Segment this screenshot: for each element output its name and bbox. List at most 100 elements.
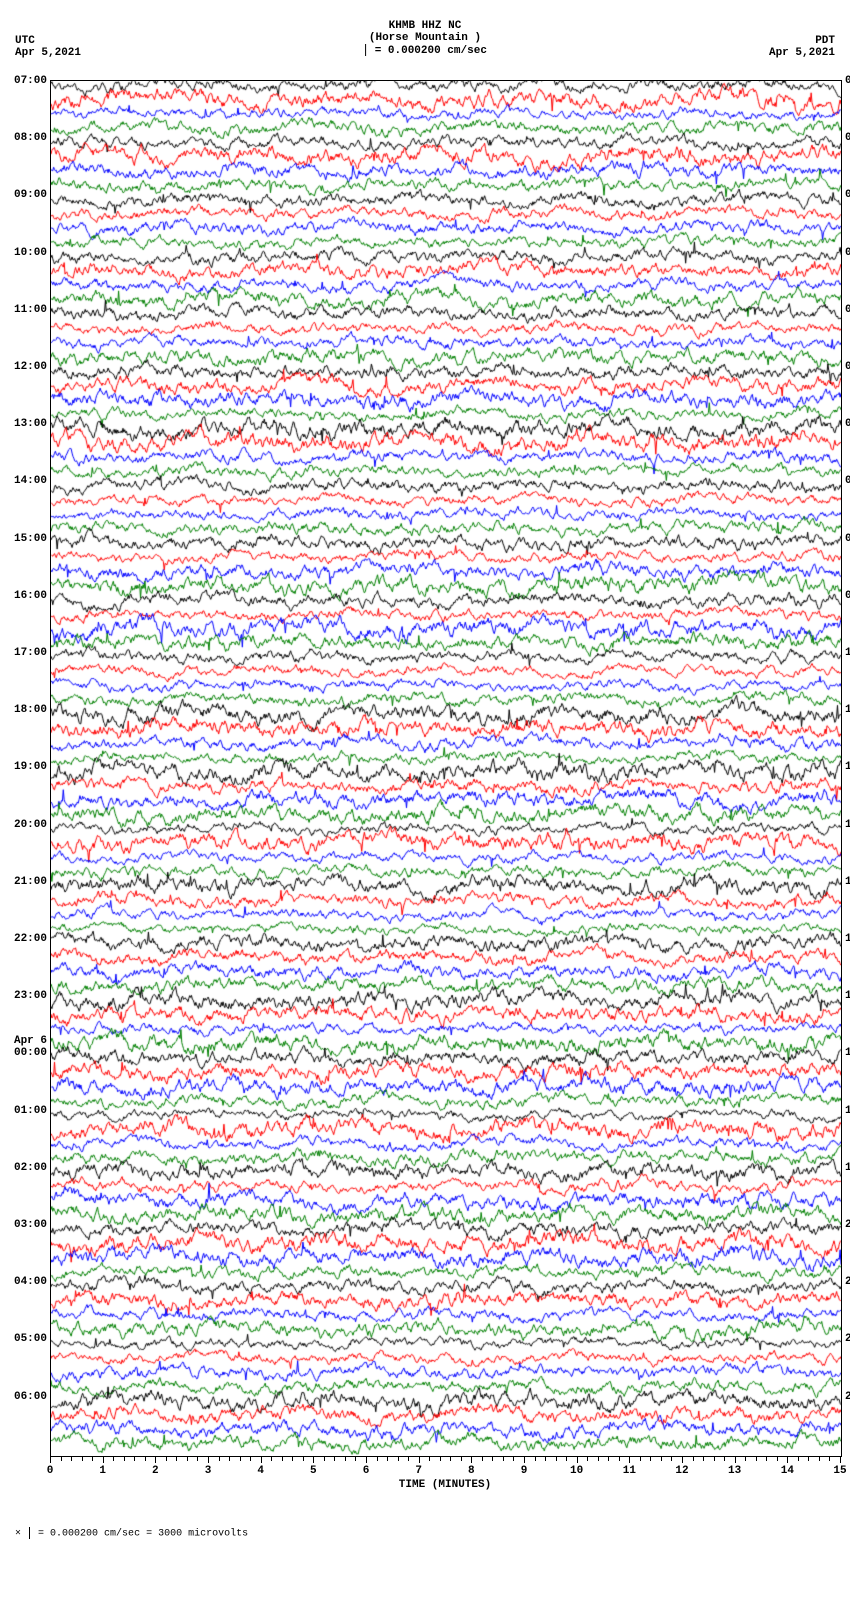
pdt-hour-label: 12:15 [845, 761, 850, 773]
header-right: PDT Apr 5,2021 [769, 35, 835, 59]
x-tick-minor [71, 1457, 72, 1461]
header: UTC Apr 5,2021 KHMB HHZ NC (Horse Mounta… [10, 10, 840, 80]
x-tick-minor [671, 1457, 672, 1461]
pdt-hour-label: 08:15 [845, 533, 850, 545]
pdt-hour-label: 15:15 [845, 933, 850, 945]
x-tick-label: 8 [468, 1465, 475, 1477]
pdt-hour-label: 16:15 [845, 990, 850, 1002]
x-tick-minor [440, 1457, 441, 1461]
x-tick-minor [61, 1457, 62, 1461]
x-axis: TIME (MINUTES) 0123456789101112131415 [50, 1457, 840, 1507]
pdt-hour-label: 20:15 [845, 1219, 850, 1231]
x-tick-major [261, 1457, 262, 1463]
station-code: KHMB HHZ NC [363, 20, 487, 32]
x-tick-major [50, 1457, 51, 1463]
x-tick-minor [598, 1457, 599, 1461]
seismogram-canvas [51, 81, 841, 1456]
x-tick-major [577, 1457, 578, 1463]
x-tick-minor [187, 1457, 188, 1461]
x-tick-major [682, 1457, 683, 1463]
scale-indicator: = 0.000200 cm/sec [363, 44, 487, 57]
x-tick-major [155, 1457, 156, 1463]
header-center: KHMB HHZ NC (Horse Mountain ) = 0.000200… [363, 20, 487, 57]
x-tick-major [735, 1457, 736, 1463]
footer-prefix: × [15, 1529, 21, 1540]
x-tick-minor [492, 1457, 493, 1461]
x-tick-label: 10 [570, 1465, 583, 1477]
x-tick-minor [176, 1457, 177, 1461]
station-name: (Horse Mountain ) [363, 32, 487, 44]
x-tick-minor [113, 1457, 114, 1461]
x-tick-minor [545, 1457, 546, 1461]
utc-hour-label: 22:00 [14, 933, 47, 945]
utc-date-marker: Apr 6 [14, 1035, 47, 1047]
x-tick-minor [566, 1457, 567, 1461]
x-tick-minor [482, 1457, 483, 1461]
utc-hour-label: 06:00 [14, 1391, 47, 1403]
x-tick-major [366, 1457, 367, 1463]
utc-hour-label: 00:00 [14, 1047, 47, 1059]
x-tick-minor [766, 1457, 767, 1461]
x-tick-minor [134, 1457, 135, 1461]
utc-hour-label: 01:00 [14, 1105, 47, 1117]
x-tick-minor [798, 1457, 799, 1461]
footer-text: = 0.000200 cm/sec = 3000 microvolts [38, 1529, 248, 1540]
x-tick-label: 9 [521, 1465, 528, 1477]
x-tick-minor [703, 1457, 704, 1461]
header-left: UTC Apr 5,2021 [15, 35, 81, 59]
pdt-hour-label: 07:15 [845, 475, 850, 487]
x-tick-minor [219, 1457, 220, 1461]
x-tick-label: 14 [781, 1465, 794, 1477]
x-tick-minor [145, 1457, 146, 1461]
pdt-hour-label: 23:15 [845, 1391, 850, 1403]
x-tick-minor [513, 1457, 514, 1461]
utc-hour-label: 15:00 [14, 533, 47, 545]
x-axis-title: TIME (MINUTES) [399, 1479, 491, 1491]
utc-hour-label: 07:00 [14, 75, 47, 87]
x-tick-minor [398, 1457, 399, 1461]
x-tick-minor [608, 1457, 609, 1461]
x-tick-label: 2 [152, 1465, 159, 1477]
x-tick-minor [408, 1457, 409, 1461]
x-tick-label: 5 [310, 1465, 317, 1477]
x-tick-major [471, 1457, 472, 1463]
x-tick-major [419, 1457, 420, 1463]
utc-hour-label: 14:00 [14, 475, 47, 487]
utc-hour-label: 02:00 [14, 1162, 47, 1174]
x-tick-label: 6 [363, 1465, 370, 1477]
utc-hour-label: 12:00 [14, 361, 47, 373]
pdt-hour-label: 10:15 [845, 647, 850, 659]
x-tick-minor [82, 1457, 83, 1461]
x-tick-minor [240, 1457, 241, 1461]
x-tick-minor [387, 1457, 388, 1461]
pdt-hour-label: 01:15 [845, 132, 850, 144]
x-tick-label: 7 [415, 1465, 422, 1477]
x-tick-minor [197, 1457, 198, 1461]
x-tick-minor [355, 1457, 356, 1461]
x-tick-minor [271, 1457, 272, 1461]
x-tick-major [840, 1457, 841, 1463]
utc-hour-label: 04:00 [14, 1276, 47, 1288]
x-tick-label: 15 [833, 1465, 846, 1477]
utc-label: UTC [15, 35, 81, 47]
pdt-date: Apr 5,2021 [769, 47, 835, 59]
x-tick-label: 3 [205, 1465, 212, 1477]
pdt-hour-label: 06:15 [845, 418, 850, 430]
pdt-hour-label: 13:15 [845, 819, 850, 831]
utc-hour-label: 11:00 [14, 304, 47, 316]
pdt-hour-label: 14:15 [845, 876, 850, 888]
utc-hour-label: 09:00 [14, 189, 47, 201]
utc-date: Apr 5,2021 [15, 47, 81, 59]
x-tick-minor [745, 1457, 746, 1461]
utc-hour-label: 23:00 [14, 990, 47, 1002]
x-tick-label: 11 [623, 1465, 636, 1477]
utc-hour-label: 08:00 [14, 132, 47, 144]
x-tick-minor [229, 1457, 230, 1461]
utc-hour-label: 10:00 [14, 247, 47, 259]
x-tick-minor [166, 1457, 167, 1461]
x-tick-label: 0 [47, 1465, 54, 1477]
pdt-hour-label: 00:15 [845, 75, 850, 87]
utc-hour-label: 20:00 [14, 819, 47, 831]
plot-area [50, 80, 842, 1457]
pdt-hour-label: 19:15 [845, 1162, 850, 1174]
